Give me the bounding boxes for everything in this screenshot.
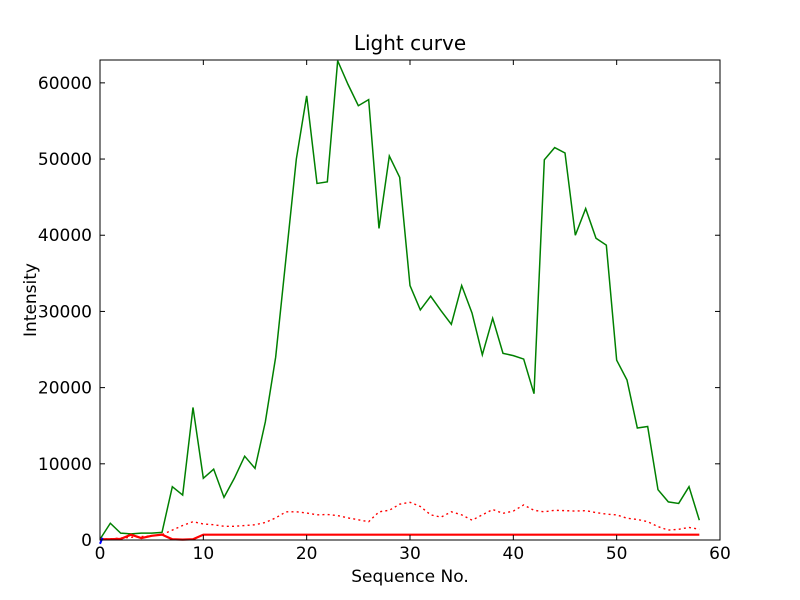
x-tick-label: 30 [399,544,421,564]
x-tick-label: 50 [606,544,628,564]
y-tick-label: 40000 [38,226,92,246]
x-tick-label: 40 [503,544,525,564]
series-blue-origin-segment [99,537,104,545]
y-tick-label: 10000 [38,455,92,475]
series-group [99,60,701,545]
y-tick-label: 50000 [38,150,92,170]
series-baseline-solid-red [100,533,700,541]
x-tick-label: 60 [709,544,731,564]
x-tick-label: 10 [193,544,215,564]
series-light-curve-intensity [99,60,701,540]
ticks-group: 0 10 20 30 40 50 60 0 10000 20000 30000 40000 50000 6… [38,60,731,564]
y-tick-label: 0 [81,531,92,551]
series-sky-background-dotted [99,501,700,540]
y-axis-label: Intensity [21,263,41,337]
plot-background [100,60,720,540]
x-axis-label: Sequence No. [351,567,468,587]
y-tick-label: 30000 [38,302,92,322]
y-tick-label: 20000 [38,379,92,399]
chart-title: Light curve [354,31,466,55]
x-tick-label: 0 [95,544,106,564]
y-tick-label: 60000 [38,74,92,94]
x-tick-label: 20 [296,544,318,564]
